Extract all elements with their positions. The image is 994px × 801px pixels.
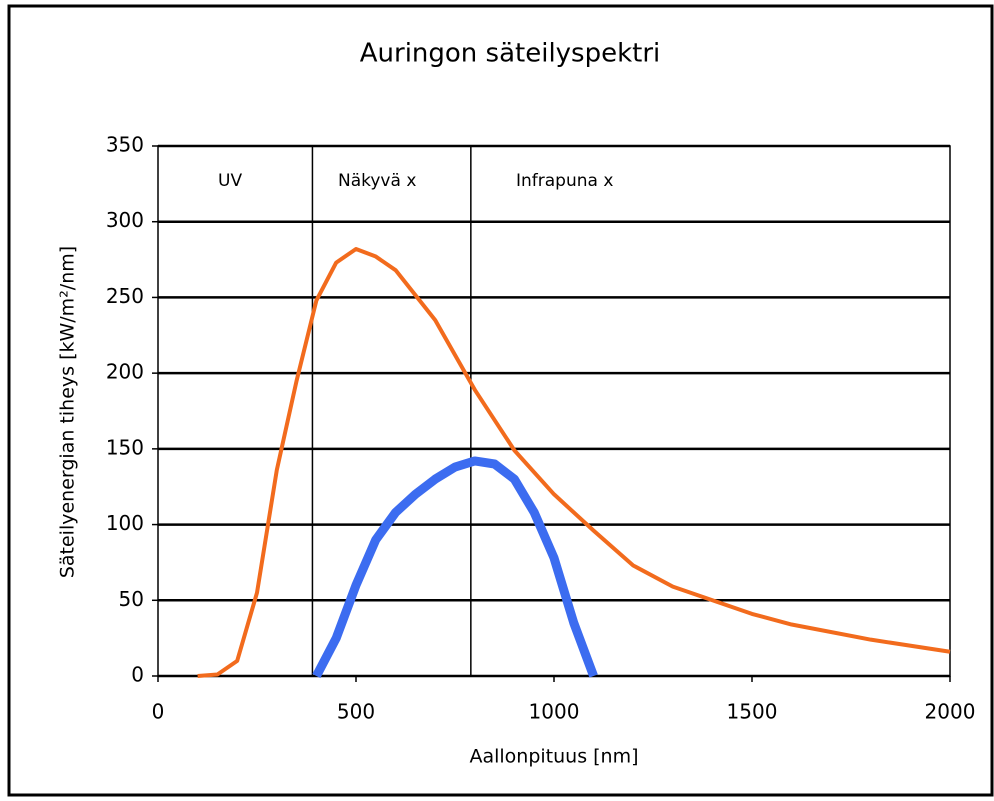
frame — [7, 4, 994, 797]
region-label: Infrapuna x — [516, 171, 613, 191]
x-tick-label: 1500 — [727, 700, 778, 724]
plot-border — [157, 145, 951, 677]
x-tick-label: 500 — [337, 700, 375, 724]
y-tick-label: 250 — [106, 284, 144, 308]
y-axis-label: Säteilyenergian tiheys [kW/m²/nm] — [57, 246, 79, 578]
y-tick-label: 100 — [106, 511, 144, 535]
y-tick-label: 200 — [106, 360, 144, 384]
y-tick-label: 350 — [106, 133, 144, 157]
x-axis-label: Aallonpituus [nm] — [469, 746, 638, 768]
series-line — [197, 246, 951, 678]
series-line — [312, 456, 598, 679]
y-tick-label: 150 — [106, 435, 144, 459]
y-tick-label: 0 — [131, 663, 144, 687]
region-label: UV — [218, 171, 242, 191]
y-tick-label: 300 — [106, 208, 144, 232]
y-tick-label: 50 — [119, 587, 144, 611]
chart-title: Auringon säteilyspektri — [360, 39, 661, 69]
x-tick-label: 0 — [152, 700, 165, 724]
x-tick-label: 2000 — [925, 700, 976, 724]
x-tick-label: 1000 — [529, 700, 580, 724]
region-label: Näkyvä x — [338, 171, 416, 191]
